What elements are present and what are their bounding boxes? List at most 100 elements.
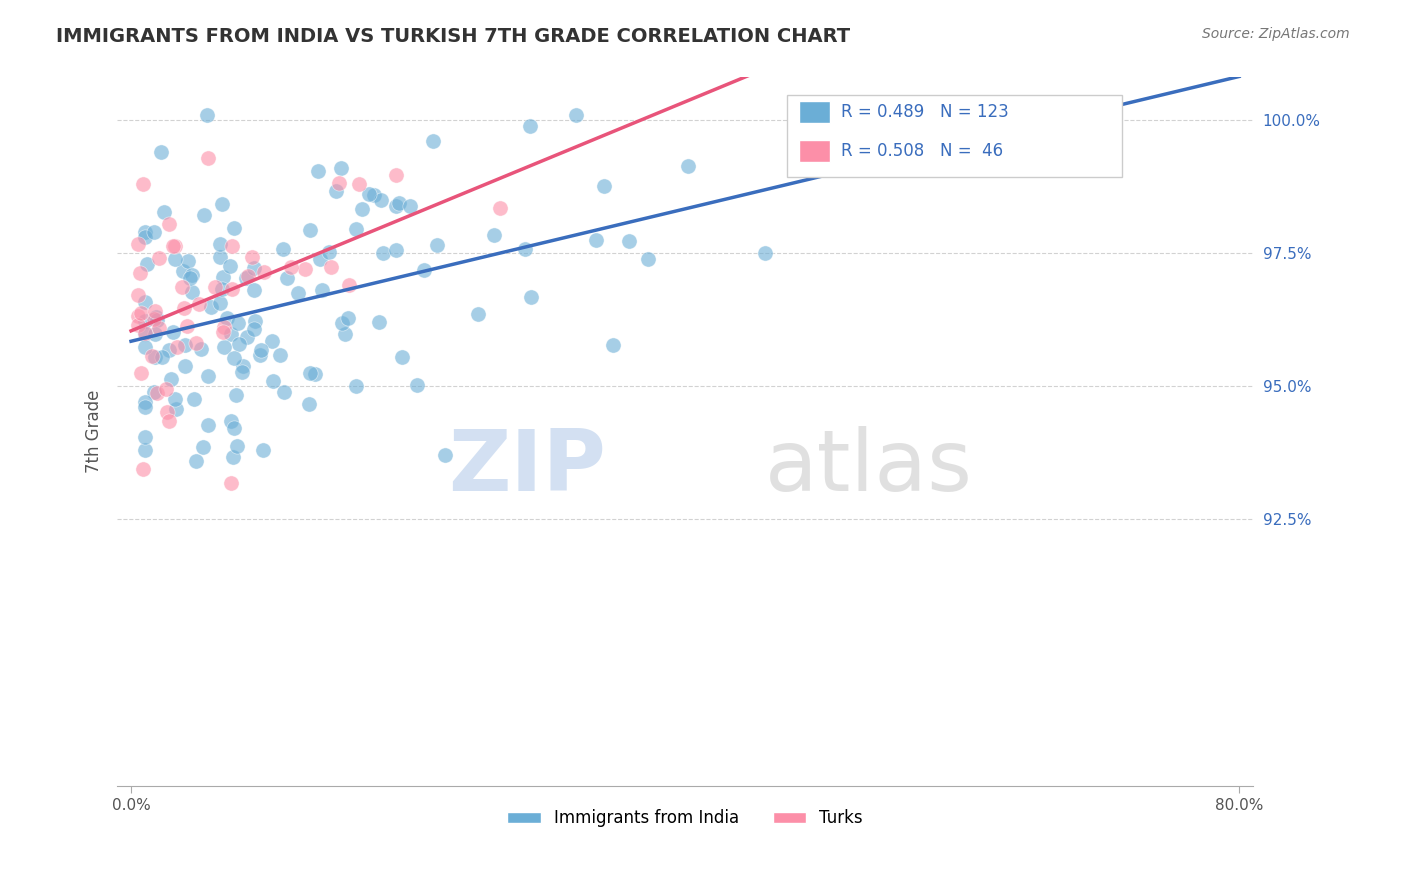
Point [173, 359, 195, 373]
Point [134, 442, 156, 457]
Point [398, 199, 420, 213]
Point [253, 265, 276, 279]
Point [209, 296, 232, 310]
Point [156, 405, 179, 419]
Point [337, 278, 360, 293]
Point [127, 318, 149, 332]
Point [280, 260, 302, 275]
Point [219, 475, 242, 490]
Point [565, 108, 588, 122]
FancyBboxPatch shape [799, 140, 831, 162]
Point [129, 367, 152, 381]
Text: R = 0.508   N =  46: R = 0.508 N = 46 [841, 142, 1002, 160]
Point [333, 326, 356, 341]
Point [238, 269, 260, 284]
Point [186, 454, 208, 468]
Point [193, 208, 215, 222]
Point [287, 285, 309, 300]
FancyBboxPatch shape [799, 101, 831, 123]
Point [328, 176, 350, 190]
Point [183, 392, 205, 406]
Point [269, 348, 291, 362]
Point [157, 343, 180, 358]
Point [214, 319, 236, 334]
Point [142, 225, 165, 239]
Point [212, 340, 235, 354]
Point [513, 242, 536, 256]
Point [363, 187, 385, 202]
Point [304, 368, 326, 382]
Point [176, 319, 198, 334]
Point [426, 238, 449, 252]
Point [243, 284, 266, 298]
Point [336, 310, 359, 325]
Point [134, 225, 156, 239]
Point [637, 252, 659, 266]
Point [221, 239, 243, 253]
Point [145, 310, 167, 325]
Point [249, 348, 271, 362]
Y-axis label: 7th Grade: 7th Grade [86, 390, 103, 474]
Point [240, 250, 263, 264]
Point [371, 245, 394, 260]
Point [384, 168, 406, 182]
Point [187, 296, 209, 310]
Point [162, 325, 184, 339]
Point [602, 337, 624, 351]
Point [134, 395, 156, 409]
Point [143, 326, 166, 341]
Point [592, 178, 614, 193]
Point [228, 336, 250, 351]
Point [235, 330, 257, 344]
Point [344, 222, 367, 236]
Point [197, 368, 219, 383]
Point [754, 246, 776, 260]
Legend: Immigrants from India, Turks: Immigrants from India, Turks [501, 803, 869, 834]
Point [211, 325, 233, 339]
Point [222, 420, 245, 434]
Point [298, 223, 321, 237]
Text: R = 0.489   N = 123: R = 0.489 N = 123 [841, 103, 1008, 121]
Point [145, 386, 167, 401]
Point [232, 359, 254, 373]
Point [489, 202, 512, 216]
Point [128, 266, 150, 280]
Point [422, 134, 444, 148]
Point [413, 263, 436, 277]
Point [181, 285, 204, 299]
Point [228, 316, 250, 330]
Point [243, 322, 266, 336]
Point [226, 439, 249, 453]
Point [157, 414, 180, 428]
Point [163, 392, 186, 406]
Point [190, 342, 212, 356]
Point [150, 351, 173, 365]
Point [212, 269, 235, 284]
Point [319, 260, 342, 274]
Point [252, 443, 274, 458]
Point [143, 384, 166, 399]
Point [222, 450, 245, 464]
Point [391, 350, 413, 364]
Point [211, 197, 233, 211]
Point [211, 282, 233, 296]
Point [225, 388, 247, 402]
Point [197, 152, 219, 166]
Point [208, 250, 231, 264]
Point [165, 239, 187, 253]
Point [195, 108, 218, 122]
Point [271, 242, 294, 256]
Point [215, 310, 238, 325]
Text: ZIP: ZIP [449, 425, 606, 508]
Point [127, 288, 149, 302]
Point [370, 193, 392, 207]
Point [134, 326, 156, 341]
Point [350, 202, 373, 216]
Point [219, 413, 242, 427]
Point [155, 383, 177, 397]
Point [170, 279, 193, 293]
Point [181, 268, 204, 282]
Point [231, 365, 253, 379]
Point [134, 340, 156, 354]
Point [467, 307, 489, 321]
